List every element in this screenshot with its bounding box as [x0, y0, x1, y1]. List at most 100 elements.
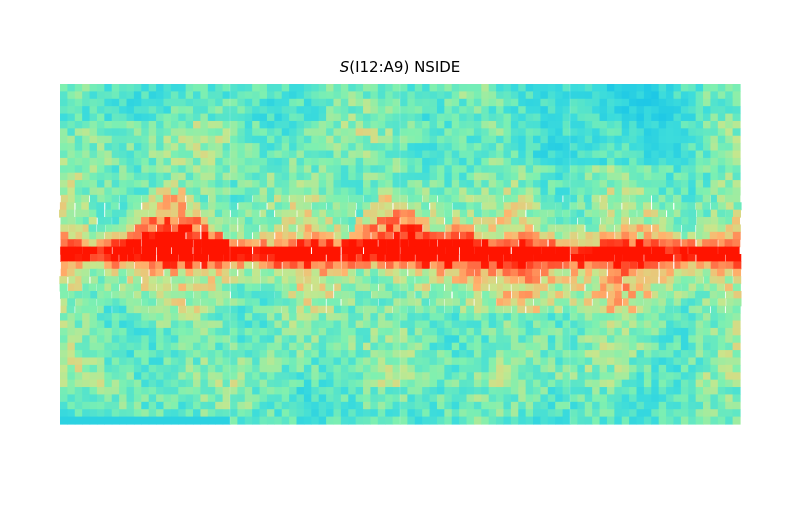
map-cell — [643, 379, 652, 388]
map-cell — [303, 305, 312, 314]
map-cell — [643, 357, 652, 366]
map-cell — [289, 379, 298, 388]
map-cell — [259, 180, 268, 189]
map-cell — [539, 305, 548, 314]
map-cell — [230, 394, 238, 403]
map-cell — [149, 290, 158, 299]
map-cell — [429, 394, 438, 403]
map-cell — [717, 209, 726, 218]
map-cell — [407, 135, 416, 144]
map-cell — [414, 98, 423, 107]
map-cell — [422, 387, 431, 396]
map-cell — [148, 387, 157, 396]
map-cell — [348, 194, 357, 203]
map-cell — [473, 276, 482, 285]
map-cell — [445, 268, 454, 277]
map-cell — [702, 231, 711, 240]
map-cell — [511, 283, 520, 292]
map-cell — [170, 150, 179, 159]
map-cell — [348, 416, 357, 425]
map-cell — [326, 91, 335, 100]
map-cell — [488, 135, 497, 144]
map-cell — [473, 231, 482, 240]
map-cell — [429, 217, 438, 226]
map-cell — [326, 342, 335, 351]
map-cell — [518, 91, 527, 100]
map-cell — [186, 305, 195, 314]
map-cell — [111, 320, 120, 329]
map-cell — [555, 387, 564, 396]
map-cell — [119, 143, 128, 152]
map-cell — [458, 194, 467, 203]
map-cell — [466, 342, 475, 351]
map-cell — [384, 209, 393, 218]
map-cell — [444, 372, 453, 381]
map-cell — [606, 327, 615, 336]
map-cell — [296, 120, 305, 129]
map-cell — [133, 113, 142, 122]
map-cell — [466, 202, 475, 211]
map-cell — [74, 165, 83, 174]
map-cell — [570, 357, 578, 366]
map-cell — [164, 239, 173, 248]
map-cell — [629, 172, 638, 181]
map-cell — [252, 394, 261, 403]
map-cell — [622, 298, 631, 307]
map-cell — [562, 157, 571, 166]
map-cell — [555, 157, 564, 166]
map-cell — [422, 409, 431, 418]
map-cell — [170, 120, 179, 129]
map-cell — [451, 335, 460, 344]
map-cell — [230, 120, 238, 129]
map-cell — [643, 416, 652, 425]
map-cell — [400, 298, 409, 307]
map-cell — [74, 98, 83, 107]
map-cell — [429, 401, 438, 410]
map-cell — [282, 268, 291, 277]
map-cell — [429, 313, 438, 322]
map-cell — [592, 180, 601, 189]
map-cell — [436, 231, 445, 240]
map-cell — [178, 342, 187, 351]
map-cell — [340, 143, 349, 152]
map-cell — [340, 313, 349, 322]
map-cell — [636, 357, 645, 366]
map-cell — [570, 276, 579, 285]
map-cell — [496, 372, 505, 381]
map-cell — [318, 172, 327, 181]
map-cell — [349, 276, 358, 285]
map-cell — [201, 268, 210, 277]
map-cell — [548, 254, 557, 262]
map-cell — [126, 379, 135, 388]
map-cell — [400, 357, 408, 366]
map-cell — [244, 231, 252, 240]
map-cell — [444, 239, 453, 248]
map-cell — [163, 128, 172, 137]
map-cell — [562, 268, 571, 277]
map-cell — [259, 172, 268, 181]
map-cell — [423, 224, 432, 233]
map-cell — [326, 157, 335, 166]
map-cell — [288, 246, 297, 255]
map-cell — [325, 283, 334, 292]
map-cell — [253, 246, 262, 255]
map-cell — [488, 180, 497, 189]
map-cell — [133, 239, 142, 248]
map-cell — [570, 209, 578, 218]
map-cell — [473, 350, 482, 359]
map-cell — [111, 342, 120, 351]
map-cell — [703, 157, 712, 166]
map-cell — [259, 290, 268, 299]
map-cell — [473, 128, 482, 137]
map-cell — [326, 180, 335, 189]
map-cell — [126, 387, 135, 396]
map-cell — [503, 313, 512, 322]
map-cell — [614, 298, 623, 307]
map-cell — [355, 217, 364, 226]
map-cell — [303, 231, 312, 240]
map-cell — [60, 194, 69, 203]
map-cell — [259, 401, 268, 410]
map-cell — [636, 372, 645, 381]
map-cell — [333, 327, 342, 336]
map-cell — [377, 217, 385, 226]
